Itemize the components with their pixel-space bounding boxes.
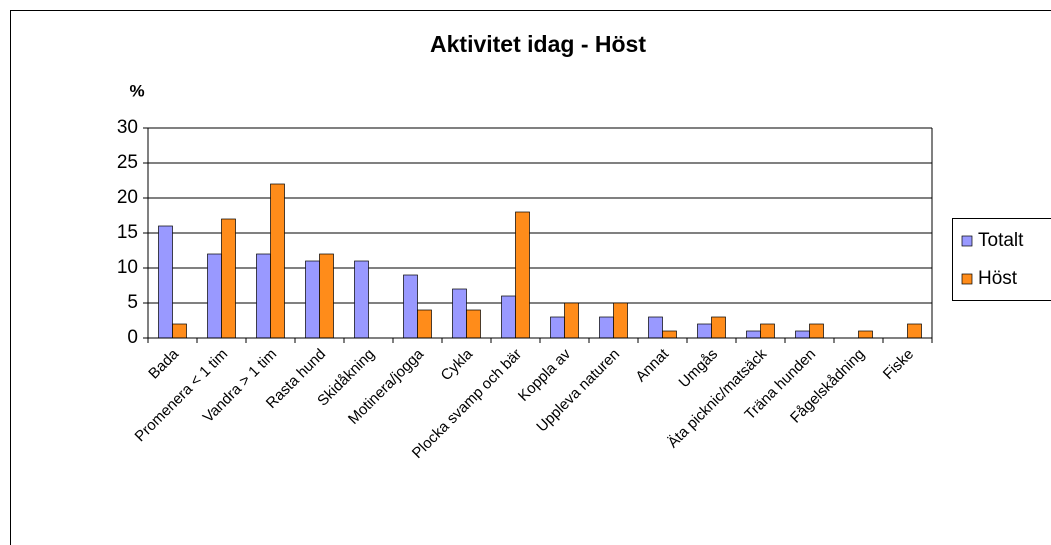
y-tick-label: 0 <box>127 327 138 348</box>
bar <box>270 183 285 339</box>
bar <box>858 330 873 339</box>
y-axis-label: % <box>129 81 144 100</box>
y-tick-label: 30 <box>117 117 138 138</box>
bar <box>648 316 663 339</box>
y-tick-label: 10 <box>117 257 138 278</box>
legend-label: Höst <box>978 268 1018 289</box>
y-tick-label: 25 <box>117 152 138 173</box>
bar <box>452 288 467 339</box>
bar <box>305 260 320 339</box>
bar <box>403 274 418 339</box>
bar <box>907 323 922 339</box>
bar <box>711 316 726 339</box>
bar <box>354 260 369 339</box>
bar <box>207 253 222 339</box>
x-tick-label: Fiske <box>880 346 917 383</box>
bar <box>466 309 481 339</box>
x-tick-label: Promenera < 1 tim <box>132 346 232 446</box>
x-tick-label: Cykla <box>438 345 477 384</box>
legend-swatch <box>961 273 973 285</box>
bar <box>564 302 579 339</box>
legend-label: Totalt <box>978 230 1024 251</box>
bar <box>662 330 677 339</box>
x-tick-label: Umgås <box>676 346 722 392</box>
x-tick-label: Bada <box>145 345 182 382</box>
bar <box>515 211 530 339</box>
y-tick-label: 5 <box>127 292 138 313</box>
bar <box>221 218 236 339</box>
bar <box>697 323 712 339</box>
y-tick-label: 15 <box>117 222 138 243</box>
bar <box>172 323 187 339</box>
bar <box>599 316 614 339</box>
bar <box>256 253 271 339</box>
bar <box>746 330 761 339</box>
bar <box>501 295 516 339</box>
legend-swatch <box>961 235 973 247</box>
bar <box>760 323 775 339</box>
y-tick-label: 20 <box>117 187 138 208</box>
bar <box>417 309 432 339</box>
bar <box>795 330 810 339</box>
bar <box>613 302 628 339</box>
x-tick-label: Uppleva naturen <box>533 346 623 436</box>
bar <box>158 225 173 339</box>
bar <box>550 316 565 339</box>
x-tick-label: Annat <box>632 345 672 385</box>
legend-box <box>952 218 1051 301</box>
chart-border <box>10 10 1051 545</box>
bar <box>809 323 824 339</box>
bar <box>319 253 334 339</box>
chart-title: Aktivitet idag - Höst <box>430 31 646 57</box>
